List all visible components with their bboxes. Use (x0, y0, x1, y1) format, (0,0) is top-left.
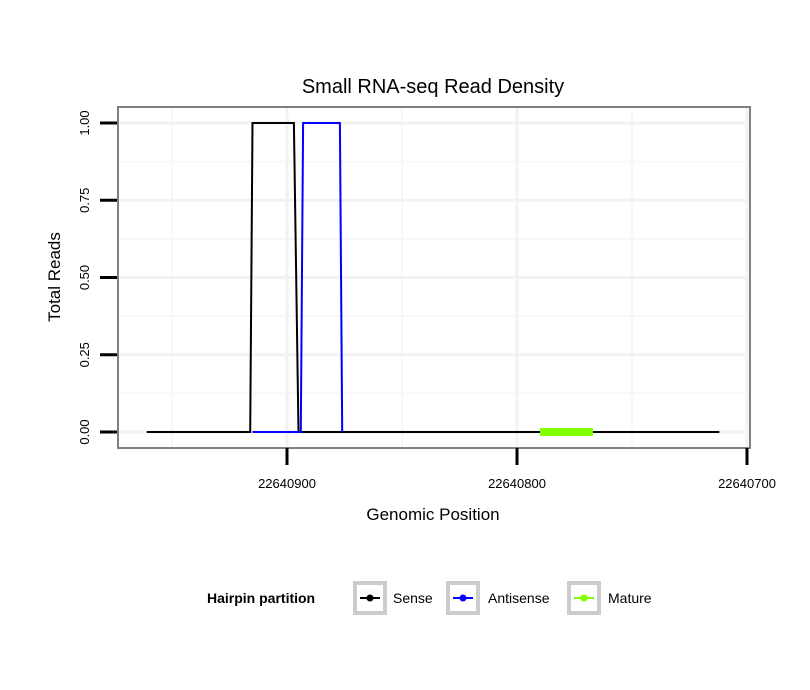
y-tick-label: 0.50 (77, 265, 92, 290)
x-tick-label: 22640800 (488, 476, 546, 491)
x-tick-label: 22640700 (718, 476, 776, 491)
legend-label-mature: Mature (608, 590, 652, 606)
series-layer (146, 122, 720, 436)
series-sense (146, 122, 720, 433)
legend-label-sense: Sense (393, 590, 433, 606)
legend-title: Hairpin partition (207, 590, 315, 606)
y-tick-label: 0.25 (77, 342, 92, 367)
axes: 22640900 22640800 22640700 0.00 0.25 0.50 0.75… (77, 110, 776, 491)
y-tick-label: 0.75 (77, 188, 92, 213)
y-tick-label: 1.00 (77, 110, 92, 135)
legend: Hairpin partition Sense Antisense Mature (207, 581, 652, 615)
legend-label-antisense: Antisense (488, 590, 550, 606)
y-tick-label: 0.00 (77, 419, 92, 444)
x-tick-label: 22640900 (258, 476, 316, 491)
x-axis-label: Genomic Position (366, 505, 499, 524)
chart-title: Small RNA-seq Read Density (302, 76, 564, 98)
plot-panel (117, 106, 751, 449)
grid (119, 108, 749, 447)
legend-key-point (366, 594, 374, 602)
legend-key-point (580, 594, 588, 602)
y-axis-label: Total Reads (45, 232, 64, 322)
legend-key-point (459, 594, 467, 602)
series-antisense (252, 122, 344, 433)
